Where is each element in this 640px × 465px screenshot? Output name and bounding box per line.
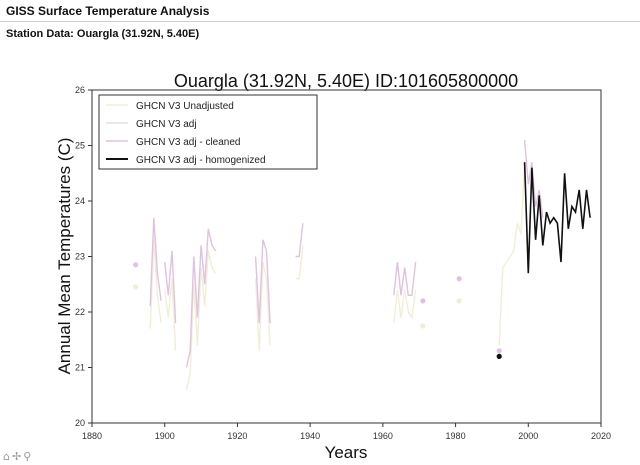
legend-label-1: GHCN V3 adj [136, 119, 197, 130]
x-tick-label-5: 1980 [446, 431, 466, 441]
series-2-segment-5 [393, 262, 417, 296]
series-2-segment-4 [295, 223, 304, 258]
chart-toolbar: ⌂ ✢ ⚲ [3, 447, 49, 463]
series-0-segment-4 [295, 245, 304, 280]
series-2-segment-0 [149, 217, 162, 307]
y-tick-label-2: 22 [75, 307, 85, 317]
series-layer [133, 139, 591, 390]
series-0-segment-5 [393, 289, 417, 324]
x-tick-label-3: 1940 [300, 431, 320, 441]
series-3-point-0 [496, 353, 502, 359]
x-axis-label: Years [325, 443, 368, 462]
series-2-point-0 [133, 262, 139, 268]
series-2-segment-2 [185, 228, 217, 368]
legend-label-0: GHCN V3 Unadjusted [136, 101, 234, 112]
page-title: GISS Surface Temperature Analysis [6, 4, 210, 18]
series-0-segment-2 [185, 250, 217, 390]
legend: GHCN V3 Unadjusted GHCN V3 adj GHCN V3 adj… [98, 94, 318, 170]
x-tick-label-0: 1880 [82, 431, 102, 441]
y-tick-label-0: 20 [75, 418, 85, 428]
legend-box [98, 94, 318, 170]
pan-icon[interactable]: ✢ [11, 450, 22, 463]
x-tick-label-4: 1960 [373, 431, 393, 441]
x-tick-label-6: 2000 [518, 431, 538, 441]
series-0-segment-0 [149, 239, 162, 329]
chart-title: Ouargla (31.92N, 5.40E) ID:101605800000 [174, 71, 518, 91]
series-2-point-1 [420, 298, 426, 304]
home-icon[interactable]: ⌂ [3, 450, 10, 463]
y-axis-label: Annual Mean Temperatures (C) [55, 138, 74, 375]
y-tick-label-3: 23 [75, 252, 85, 262]
series-0-segment-6 [498, 162, 526, 346]
y-tick-label-1: 21 [75, 363, 85, 373]
series-2-segment-1 [164, 250, 177, 324]
x-tick-label-1: 1900 [155, 431, 175, 441]
x-tick-label-7: 2020 [591, 431, 611, 441]
legend-label-3: GHCN V3 adj - homogenized [136, 155, 266, 166]
station-subtitle: Station Data: Ouargla (31.92N, 5.40E) [6, 28, 200, 40]
y-tick-label-5: 25 [75, 141, 85, 151]
series-0-segment-1 [164, 278, 177, 351]
series-2-segment-6 [523, 139, 544, 218]
series-2-segment-3 [254, 239, 271, 324]
page-header: GISS Surface Temperature Analysis [0, 0, 640, 22]
zoom-icon[interactable]: ⚲ [23, 450, 32, 463]
series-0-point-2 [456, 298, 462, 304]
legend-label-2: GHCN V3 adj - cleaned [136, 137, 241, 148]
series-0-point-0 [133, 284, 139, 290]
series-2-point-3 [496, 348, 502, 354]
series-0-point-1 [420, 323, 426, 329]
series-2-point-2 [456, 276, 462, 282]
x-tick-label-2: 1920 [227, 431, 247, 441]
y-tick-label-6: 26 [75, 85, 85, 95]
series-0-segment-3 [254, 261, 271, 351]
axes-layer: 1880 1900 1920 1940 1960 1980 2000 202020212223… [75, 85, 611, 441]
y-tick-label-4: 24 [75, 196, 85, 206]
series-3-segment-0 [523, 162, 591, 274]
